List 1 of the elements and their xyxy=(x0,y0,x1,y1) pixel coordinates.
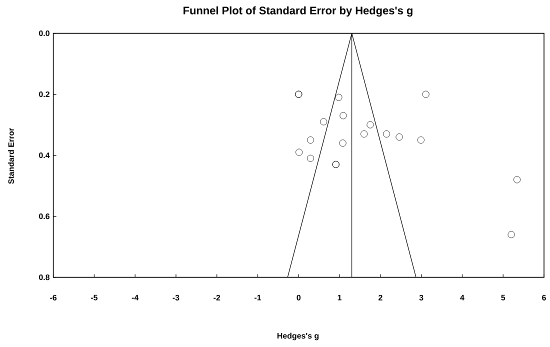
chart-title: Funnel Plot of Standard Error by Hedges's g xyxy=(184,6,412,17)
